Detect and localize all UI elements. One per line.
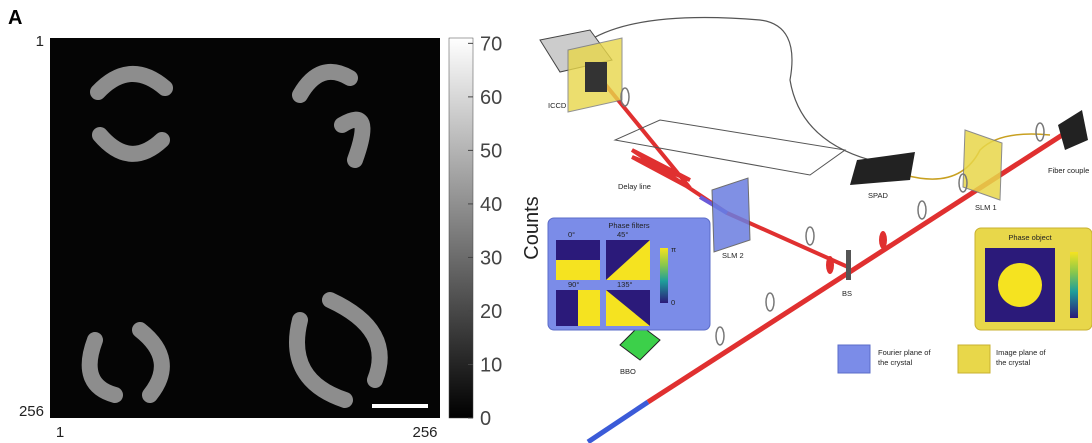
label: SLM 2 xyxy=(722,251,744,260)
label: BBO xyxy=(620,367,636,376)
box-title: Phase object xyxy=(1008,233,1052,242)
label: SPAD xyxy=(868,191,888,200)
y-label: 1 xyxy=(36,33,44,50)
scale-label: 0 xyxy=(671,298,675,307)
colorbar-tick-label: 70 xyxy=(480,33,502,55)
scale-label: π xyxy=(671,245,676,254)
label: ICCD xyxy=(548,101,567,110)
legend-text: the crystal xyxy=(878,358,913,367)
label: Delay line xyxy=(618,182,651,191)
angle: 0° xyxy=(568,230,575,239)
colorbar-tick-label: 20 xyxy=(480,301,502,323)
intensity-pattern xyxy=(81,63,388,408)
legend-text: Fourier plane of xyxy=(878,348,931,357)
label: SLM 1 xyxy=(975,203,997,212)
label: BS xyxy=(842,289,852,298)
colorbar-tick-label: 0 xyxy=(480,408,491,430)
box-title: Phase filters xyxy=(608,221,650,230)
legend-text: Image plane of xyxy=(996,348,1047,357)
x-label: 256 xyxy=(412,424,437,441)
colorbar-tick-label: 60 xyxy=(480,87,502,109)
colorbar xyxy=(448,37,474,419)
y-label: 256 xyxy=(19,403,44,420)
angle: 45° xyxy=(617,230,628,239)
x-label: 1 xyxy=(56,424,64,441)
setup-diagram: ICCD Delay line SPAD Fiber couple SLM 1 … xyxy=(539,16,1092,443)
angle: 90° xyxy=(568,280,579,289)
colorbar-tick-label: 30 xyxy=(480,247,502,269)
colorbar-tick-label: 40 xyxy=(480,194,502,216)
angle: 135° xyxy=(617,280,633,289)
colorbar-tick-label: 50 xyxy=(480,140,502,162)
colorbar-ticks: 0 10 20 30 40 50 60 70 xyxy=(468,33,502,430)
colorbar-tick-label: 10 xyxy=(480,354,502,376)
label: Fiber couple xyxy=(1048,166,1089,175)
panel-label: A xyxy=(8,7,22,29)
legend-text: the crystal xyxy=(996,358,1031,367)
colorbar-label: Counts xyxy=(521,196,543,259)
